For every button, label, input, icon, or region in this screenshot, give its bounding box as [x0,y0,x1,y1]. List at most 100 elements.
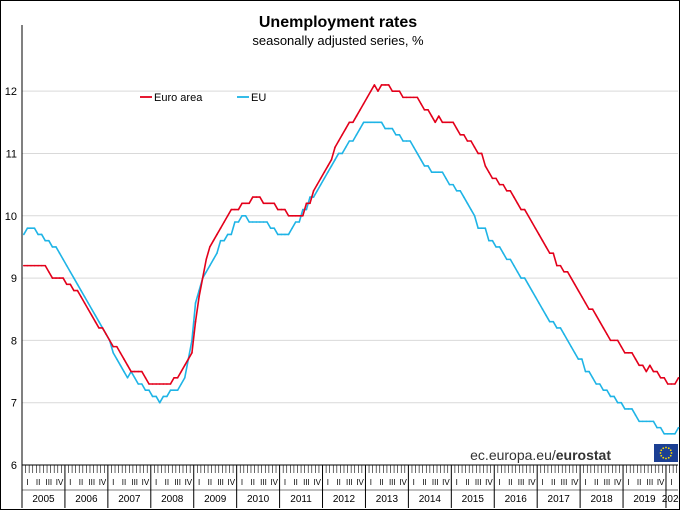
data-point [337,140,340,142]
data-point [344,146,347,149]
data-point [316,190,318,192]
data-point [327,165,329,167]
quarter-label: III [475,478,482,487]
data-point [466,140,469,142]
data-point [284,233,286,236]
data-point [37,233,39,236]
data-point [173,376,175,379]
data-point [319,177,322,180]
data-point [362,121,365,124]
data-point [166,383,168,385]
quarter-label: III [389,478,396,487]
y-tick-label: 6 [11,460,17,472]
flag-star [662,447,665,450]
data-point [366,121,369,124]
data-point [438,115,440,117]
quarter-label: IV [56,478,64,487]
source-credit: ec.europa.eu/eurostat [470,447,611,463]
data-point [613,339,615,342]
data-point [423,165,426,167]
data-point [395,90,397,92]
year-label: 2006 [75,494,98,505]
data-point [488,171,490,173]
data-point [230,208,233,211]
data-point [412,146,415,149]
data-point [65,264,68,267]
data-point [112,345,115,348]
data-point [384,127,386,130]
data-point [566,271,569,273]
data-point [448,121,451,124]
data-point [466,202,469,205]
data-point [502,252,505,254]
data-point [505,190,508,192]
data-point [641,420,644,423]
data-point [566,339,569,342]
year-label: 2012 [333,494,356,505]
data-point [116,345,118,348]
data-point [162,395,165,398]
data-point [148,383,150,385]
data-point [144,389,147,392]
data-point [266,202,268,205]
data-point [305,202,308,205]
y-tick-label: 10 [5,211,17,223]
quarter-label: I [370,478,372,487]
data-point [584,370,587,373]
data-point [666,383,669,385]
data-point [191,339,193,342]
data-point [44,239,47,242]
data-point [620,345,623,348]
quarter-label: III [131,478,138,487]
data-point [484,165,487,167]
data-point [659,376,662,379]
quarter-label: II [79,478,83,487]
data-point [491,239,494,242]
data-point [359,127,361,130]
data-point [666,433,669,435]
euro-area-line [23,84,680,385]
data-point [509,190,512,192]
quarter-label: II [551,478,555,487]
year-label: 2019 [633,494,656,505]
data-point [58,277,61,279]
data-point [670,383,673,385]
eu-series [22,121,680,435]
data-point [55,277,57,279]
year-label: 2016 [505,494,528,505]
data-point [148,389,150,392]
data-point [169,383,172,385]
data-point [273,227,276,230]
data-point [144,376,147,379]
data-point [398,90,401,92]
data-point [259,196,261,198]
data-point [294,221,297,223]
quarter-label: II [122,478,126,487]
eu-flag-logo [654,444,678,462]
data-point [298,214,301,217]
data-point [40,264,43,267]
data-point [613,395,615,398]
data-point [112,352,115,354]
data-point [241,202,243,205]
quarter-label: IV [657,478,665,487]
data-point [223,221,225,223]
data-point [344,127,347,130]
quarter-label: II [336,478,340,487]
data-point [563,333,565,335]
data-point [516,271,519,273]
data-point [105,333,107,335]
data-point [334,158,336,161]
data-point [649,364,651,367]
data-point [126,364,129,367]
data-point [616,339,619,342]
data-point [531,221,533,223]
data-point [48,271,50,273]
year-label: 2008 [161,494,184,505]
data-point [90,314,93,317]
data-point [327,171,329,173]
data-point [334,146,336,149]
quarter-label: III [518,478,525,487]
data-point [470,140,472,142]
